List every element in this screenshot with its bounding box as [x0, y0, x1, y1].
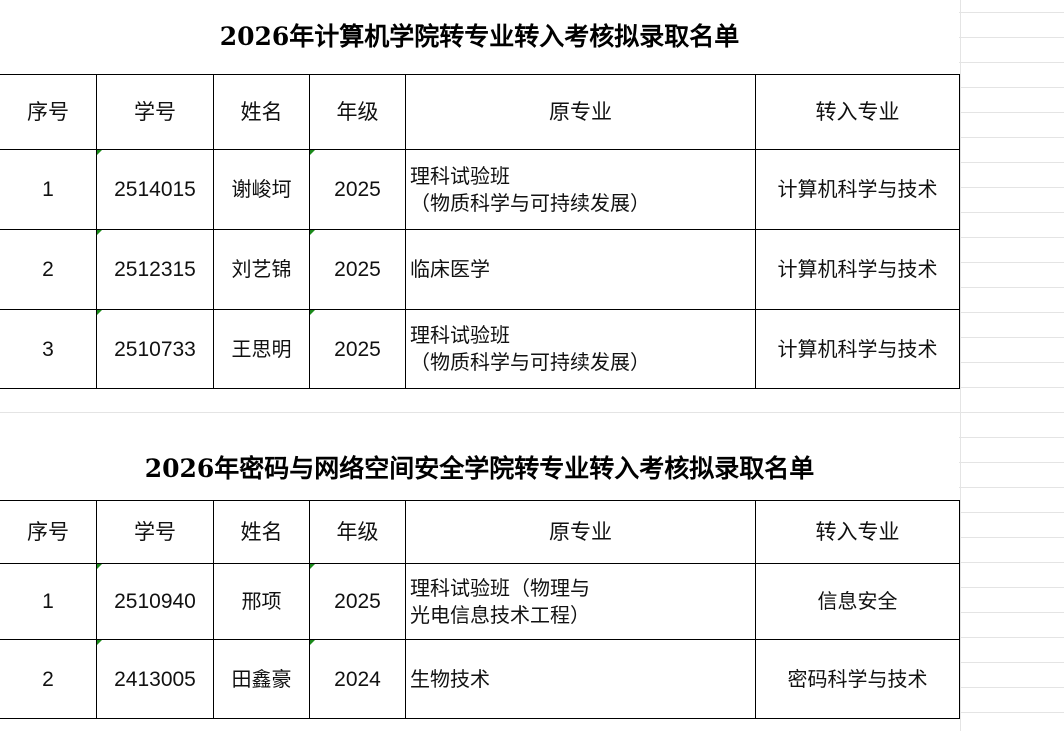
cell-grade[interactable]: 2024 — [309, 639, 406, 719]
cell-id[interactable]: 2413005 — [96, 639, 214, 719]
admission-table: 序号 学号 姓名 年级 原专业 转入专业 1 2514015 谢峻坷 2025 理科试验班 （物质科学… — [0, 74, 960, 389]
cell-id[interactable]: 2510733 — [96, 309, 214, 389]
from-major-line: 光电信息技术工程） — [410, 602, 590, 627]
column-header[interactable]: 序号 — [0, 74, 97, 150]
sheet-title: 2026年密码与网络空间安全学院转专业转入考核拟录取名单 — [0, 437, 959, 500]
cell-grade[interactable]: 2025 — [309, 229, 406, 310]
cell-to[interactable]: 计算机科学与技术 — [755, 149, 960, 230]
cell-name[interactable]: 王思明 — [213, 309, 310, 389]
column-header[interactable]: 转入专业 — [755, 74, 960, 150]
from-major-line: 临床医学 — [410, 257, 490, 281]
from-major-line: （物质科学与可持续发展） — [410, 190, 650, 215]
column-header[interactable]: 学号 — [96, 500, 214, 564]
cell-grade[interactable]: 2025 — [309, 149, 406, 230]
cell-name[interactable]: 邢项 — [213, 563, 310, 640]
cell-name[interactable]: 谢峻坷 — [213, 149, 310, 230]
table-row: 2 2512315 刘艺锦 2025 临床医学 计算机科学与技术 — [0, 229, 960, 310]
cell-id[interactable]: 2512315 — [96, 229, 214, 310]
table-row: 1 2514015 谢峻坷 2025 理科试验班 （物质科学与可持续发展） 计算机科学与技术 — [0, 149, 960, 230]
column-header[interactable]: 转入专业 — [755, 500, 960, 564]
from-major-line: 生物技术 — [410, 666, 490, 691]
cell-no[interactable]: 1 — [0, 563, 97, 640]
table-row: 2 2413005 田鑫豪 2024 生物技术 密码科学与技术 — [0, 639, 960, 719]
table-row: 1 2510940 邢项 2025 理科试验班（物理与 光电信息技术工程） 信息安全 — [0, 563, 960, 640]
from-major-line: 理科试验班 — [410, 323, 510, 347]
cell-name[interactable]: 田鑫豪 — [213, 639, 310, 719]
cell-no[interactable]: 1 — [0, 149, 97, 230]
from-major-line: （物质科学与可持续发展） — [410, 350, 650, 374]
cell-from[interactable]: 理科试验班 （物质科学与可持续发展） — [405, 309, 756, 389]
cell-id[interactable]: 2514015 — [96, 149, 214, 230]
cell-name[interactable]: 刘艺锦 — [213, 229, 310, 310]
admission-table: 序号 学号 姓名 年级 原专业 转入专业 1 2510940 邢项 2025 理科试验班（物理与 光电… — [0, 500, 960, 719]
column-header[interactable]: 年级 — [309, 500, 406, 564]
cell-no[interactable]: 2 — [0, 229, 97, 310]
cell-to[interactable]: 信息安全 — [755, 563, 960, 640]
column-header[interactable]: 姓名 — [213, 74, 310, 150]
cell-to[interactable]: 密码科学与技术 — [755, 639, 960, 719]
sheet-title: 2026年计算机学院转专业转入考核拟录取名单 — [0, 0, 959, 74]
from-major-line: 理科试验班 — [410, 163, 510, 188]
cell-from[interactable]: 理科试验班（物理与 光电信息技术工程） — [405, 563, 756, 640]
cell-from[interactable]: 理科试验班 （物质科学与可持续发展） — [405, 149, 756, 230]
column-header[interactable]: 原专业 — [405, 74, 756, 150]
cell-grade[interactable]: 2025 — [309, 563, 406, 640]
cell-no[interactable]: 3 — [0, 309, 97, 389]
from-major-line: 理科试验班（物理与 — [410, 575, 590, 600]
cell-from[interactable]: 生物技术 — [405, 639, 756, 719]
column-header[interactable]: 学号 — [96, 74, 214, 150]
cell-no[interactable]: 2 — [0, 639, 97, 719]
column-header[interactable]: 姓名 — [213, 500, 310, 564]
column-header[interactable]: 年级 — [309, 74, 406, 150]
table-row: 3 2510733 王思明 2025 理科试验班 （物质科学与可持续发展） 计算机科学与技术 — [0, 309, 960, 389]
cell-id[interactable]: 2510940 — [96, 563, 214, 640]
column-header[interactable]: 序号 — [0, 500, 97, 564]
cell-to[interactable]: 计算机科学与技术 — [755, 229, 960, 310]
column-header[interactable]: 原专业 — [405, 500, 756, 564]
cell-from[interactable]: 临床医学 — [405, 229, 756, 310]
header-row: 序号 学号 姓名 年级 原专业 转入专业 — [0, 500, 960, 564]
cell-to[interactable]: 计算机科学与技术 — [755, 309, 960, 389]
header-row: 序号 学号 姓名 年级 原专业 转入专业 — [0, 74, 960, 150]
cell-grade[interactable]: 2025 — [309, 309, 406, 389]
